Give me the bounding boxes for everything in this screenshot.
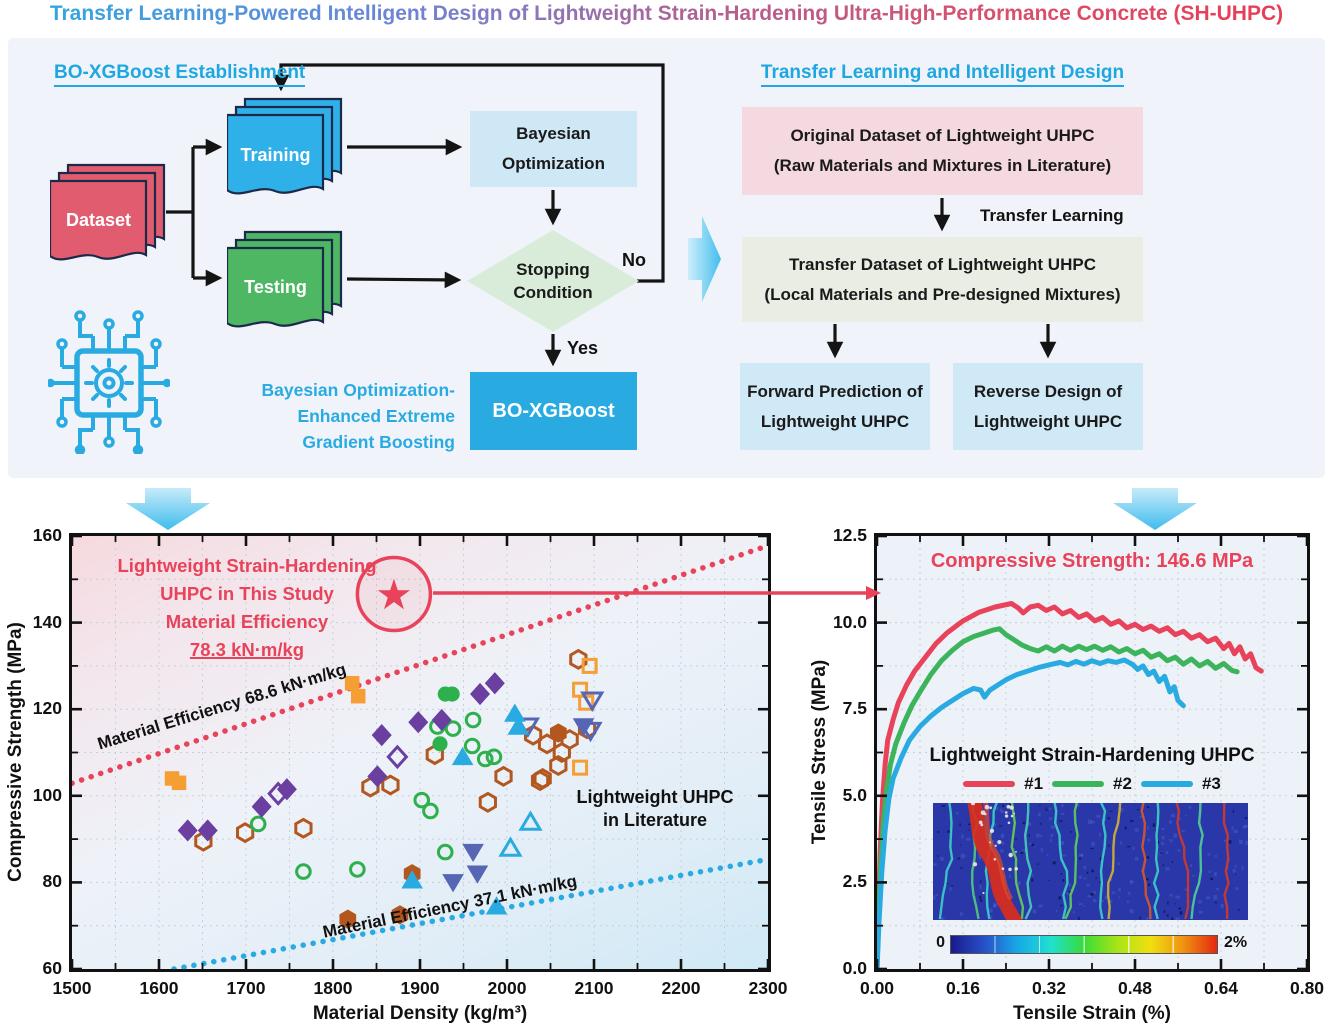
legend-label-3: #3 bbox=[1201, 774, 1221, 793]
bayesian-optimization-line1: Bayesian bbox=[516, 124, 591, 143]
colorbar-min-label: 0 bbox=[936, 934, 945, 951]
line-y-tick-label: 5.0 bbox=[842, 784, 867, 805]
this-study-annotation: Lightweight Strain-Hardening UHPC in Thi… bbox=[117, 555, 377, 660]
line-x-tick-label: 0.48 bbox=[1117, 978, 1153, 998]
heading-bo-xgboost-establishment: BO-XGBoost Establishment bbox=[54, 62, 306, 87]
x-axis-title-right: Tensile Strain (%) bbox=[1012, 1003, 1171, 1024]
testing-label: Testing bbox=[244, 277, 307, 297]
legend-label-2: #2 bbox=[1113, 774, 1132, 793]
scatter-x-tick-label: 2300 bbox=[748, 978, 788, 998]
legend-line-3 bbox=[1140, 781, 1193, 787]
scatter-plot-canvas: ★ bbox=[69, 534, 771, 972]
strain-colorbar bbox=[950, 935, 1218, 954]
scatter-x-tick-label: 1700 bbox=[226, 978, 266, 998]
section-transition-arrow-icon bbox=[688, 216, 721, 302]
scatter-y-tick-label: 140 bbox=[32, 611, 62, 632]
down-arrow-left-icon bbox=[126, 488, 210, 530]
bayesian-optimization-box: Bayesian Optimization bbox=[470, 111, 637, 187]
legend-line-2 bbox=[1052, 781, 1105, 787]
line-y-tick-label: 0.0 bbox=[842, 958, 867, 978]
no-label: No bbox=[622, 250, 646, 270]
yes-label: Yes bbox=[567, 338, 599, 358]
scatter-x-tick-label: 2200 bbox=[661, 978, 701, 998]
scatter-y-tick-label: 60 bbox=[42, 958, 62, 978]
crack-pattern-image bbox=[933, 803, 1248, 920]
transfer-dataset-box: Transfer Dataset of Lightweight UHPC (Lo… bbox=[742, 237, 1143, 322]
reverse-design-box: Reverse Design of Lightweight UHPC bbox=[953, 363, 1143, 450]
scatter-x-tick-label: 1600 bbox=[139, 978, 179, 998]
bayesian-optimization-line2: Optimization bbox=[502, 154, 605, 173]
figure-title: Transfer Learning-Powered Intelligent De… bbox=[0, 2, 1333, 26]
chip-circuit-icon bbox=[48, 310, 170, 454]
svg-text:★: ★ bbox=[375, 570, 413, 619]
testing-doc-stack bbox=[227, 230, 343, 328]
heading-transfer-learning: Transfer Learning and Intelligent Design bbox=[742, 62, 1143, 87]
legend-line-1 bbox=[963, 781, 1016, 787]
forward-prediction-box: Forward Prediction of Lightweight UHPC bbox=[740, 363, 930, 450]
stopping-condition-diamond bbox=[467, 230, 639, 332]
scatter-x-tick-label: 1800 bbox=[313, 978, 353, 998]
star-to-curve-arrow bbox=[433, 586, 881, 600]
tensile-stress-strain-chart: Compressive Strength: 146.6 MPa Lightwei… bbox=[874, 533, 1310, 972]
scatter-y-tick-label: 80 bbox=[42, 871, 62, 892]
line-x-tick-label: 0.64 bbox=[1203, 978, 1239, 998]
stopping-condition-text: Stopping Condition bbox=[513, 260, 593, 302]
line-x-tick-label: 0.00 bbox=[859, 978, 895, 998]
original-dataset-box: Original Dataset of Lightweight UHPC (Ra… bbox=[742, 107, 1143, 195]
scatter-x-tick-label: 1900 bbox=[400, 978, 440, 998]
line-x-tick-label: 0.80 bbox=[1289, 978, 1325, 998]
training-doc-stack bbox=[227, 97, 343, 195]
training-label: Training bbox=[240, 145, 311, 165]
line-y-tick-label: 10.0 bbox=[832, 611, 867, 632]
literature-label: Lightweight UHPC in Literature bbox=[576, 787, 734, 830]
legend-title: Lightweight Strain-Hardening UHPC bbox=[929, 745, 1255, 766]
dataset-doc-stack bbox=[50, 163, 166, 261]
colorbar-max-label: 2% bbox=[1224, 934, 1248, 951]
down-arrow-right-icon bbox=[1113, 488, 1197, 530]
legend-label-1: #1 bbox=[1024, 774, 1044, 793]
scatter-x-tick-label: 2100 bbox=[574, 978, 614, 998]
scatter-y-tick-label: 160 bbox=[32, 525, 62, 545]
scatter-x-tick-label: 2000 bbox=[487, 978, 527, 998]
transfer-learning-label: Transfer Learning bbox=[980, 206, 1124, 225]
scatter-y-tick-label: 120 bbox=[32, 698, 62, 719]
density-strength-scatter-chart: ★ Lightweight Strain-Hardening UHPC in T… bbox=[69, 533, 771, 972]
line-y-tick-label: 2.5 bbox=[842, 871, 867, 892]
dataset-label: Dataset bbox=[65, 210, 132, 230]
scatter-x-tick-label: 1500 bbox=[52, 978, 92, 998]
x-axis-title-left: Material Density (kg/m³) bbox=[312, 1003, 528, 1024]
flowchart-connectors bbox=[166, 63, 1057, 367]
compressive-strength-annotation: Compressive Strength: 146.6 MPa bbox=[930, 550, 1254, 572]
scatter-y-tick-label: 100 bbox=[32, 784, 62, 805]
bo-xgboost-caption: Bayesian Optimization- Enhanced Extreme … bbox=[261, 380, 455, 452]
line-y-tick-label: 7.5 bbox=[842, 698, 867, 719]
legend: #1 #2 #3 bbox=[877, 774, 1307, 794]
bo-xgboost-result-box: BO-XGBoost bbox=[470, 372, 637, 450]
line-x-tick-label: 0.16 bbox=[945, 978, 981, 998]
line-x-tick-label: 0.32 bbox=[1031, 978, 1067, 998]
line-y-tick-label: 12.5 bbox=[832, 525, 867, 545]
